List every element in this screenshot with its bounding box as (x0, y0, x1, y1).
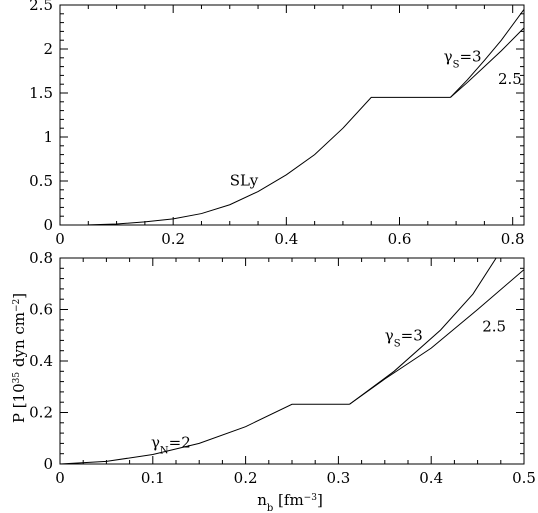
y-axis-title-sup: 35 (12, 372, 22, 384)
bottom-plot-frame (59, 257, 525, 465)
y-axis-title-end: ] (10, 293, 28, 299)
top-x-tick-label: 0.4 (274, 230, 298, 248)
top-series-0-line (60, 96, 451, 225)
bottom-x-tick-label: 0.3 (326, 469, 350, 487)
bottom-x-tick-label: 0.5 (512, 469, 536, 487)
top-x-tick-label: 0.8 (501, 230, 525, 248)
bottom-annotation-1-gamma: γ (385, 326, 394, 344)
top-annotation-1-tail: =3 (459, 47, 481, 65)
bottom-annotation-2: 2.5 (482, 317, 506, 335)
top-series-1-line (450, 9, 524, 98)
y-axis-title-mid: dyn cm (10, 312, 28, 372)
bottom-x-tick-label: 0 (55, 469, 65, 487)
bottom-x-tick-label: 0.4 (419, 469, 443, 487)
bottom-x-tick-label: 0.2 (234, 469, 258, 487)
top-x-tick-label: 0.6 (388, 230, 412, 248)
x-axis-title-mid: [fm (273, 491, 303, 509)
top-y-tick-label: 1 (43, 128, 53, 146)
bottom-annotation-0-tail: =2 (169, 433, 191, 451)
x-axis-title-sup: −3 (304, 493, 318, 503)
top-plot-frame (59, 4, 525, 226)
top-annotation-1-gamma: γ (444, 47, 453, 65)
top-x-tick-label: 0.2 (161, 230, 185, 248)
panel-bottom: 0 0.1 0.2 0.3 0.4 0.500.20.40.60.8γN=2γS=32.5 (29, 249, 536, 487)
bottom-annotation-1: γS=3 (385, 326, 423, 349)
bottom-annotation-0: γN=2 (151, 433, 191, 456)
y-axis-title-sup2: −2 (12, 299, 22, 312)
bottom-annotation-1-tail: =3 (401, 326, 423, 344)
bottom-y-tick-label: 0.2 (29, 404, 53, 422)
bottom-series-2-line (349, 269, 524, 405)
top-annotation-2: 2.5 (498, 70, 522, 88)
top-y-tick-label: 2 (43, 40, 53, 58)
bottom-series-0-line (60, 403, 350, 464)
y-axis-title-main: P [10 (10, 383, 28, 423)
top-y-tick-label: 2.5 (29, 0, 53, 14)
top-y-tick-label: 0.5 (29, 172, 53, 190)
bottom-series-1-line (349, 258, 497, 405)
top-series-2-line (450, 27, 524, 98)
bottom-annotation-0-gamma: γ (151, 433, 160, 451)
bottom-annotation-0-sub: N (160, 445, 169, 456)
bottom-x-tick-label: 0.1 (141, 469, 165, 487)
top-annotation-0: SLy (230, 171, 259, 189)
bottom-y-tick-label: 0.4 (29, 352, 53, 370)
x-axis-title-end: ] (317, 491, 323, 509)
top-annotation-1-sub: S (453, 59, 460, 70)
top-annotation-1: γS=3 (444, 47, 482, 70)
top-y-tick-label: 1.5 (29, 84, 53, 102)
x-axis-title: nb [fm−3] (257, 491, 323, 513)
y-axis-title: P [1035 dyn cm−2] (10, 293, 28, 423)
bottom-y-tick-label: 0.6 (29, 301, 53, 319)
bottom-y-tick-label: 0.8 (29, 249, 53, 267)
x-axis-title-main: n (257, 491, 267, 509)
x-axis-title-sub: b (267, 503, 273, 513)
bottom-annotation-1-sub: S (394, 338, 401, 349)
top-x-tick-label: 0 (55, 230, 65, 248)
bottom-y-tick-label: 0 (43, 455, 53, 473)
panel-top: 0 0.2 0.4 0.6 0.8 0 0.5 1 1.5 2 2.5 SLy γS=3 2.5 (29, 0, 524, 248)
top-y-tick-label: 0 (43, 216, 53, 234)
